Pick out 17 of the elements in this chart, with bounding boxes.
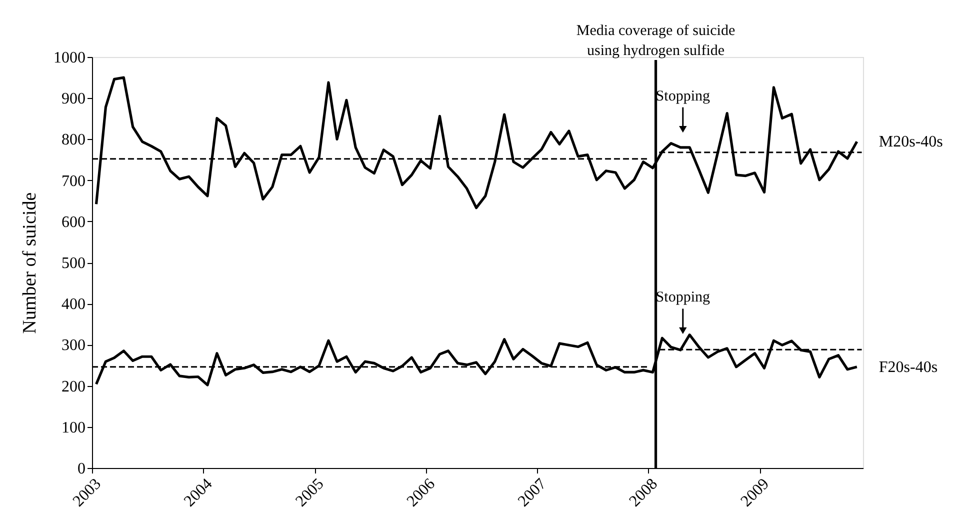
ref-line-label: Media coverage of suicide using hydrogen sulfide <box>576 23 736 59</box>
y-axis-title: Number of suicide <box>20 192 40 334</box>
y-tick-label: 600 <box>62 214 86 231</box>
y-tick-label: 800 <box>62 132 86 149</box>
annotation: Stopping <box>656 290 710 306</box>
y-tick-label: 500 <box>62 255 86 272</box>
series-label: M20s-40s <box>878 134 943 151</box>
y-tick-label: 700 <box>62 172 86 190</box>
y-tick-label: 1000 <box>54 50 86 66</box>
y-tick-label: 900 <box>62 90 86 108</box>
annotation: Stopping <box>656 88 710 104</box>
y-tick-label: 0 <box>78 460 86 478</box>
y-tick-label: 100 <box>62 419 86 436</box>
y-tick-label: 400 <box>62 296 86 314</box>
y-tick-label: 200 <box>62 378 86 396</box>
y-tick-label: 300 <box>62 337 86 354</box>
series-label: F20s-40s <box>878 358 938 376</box>
